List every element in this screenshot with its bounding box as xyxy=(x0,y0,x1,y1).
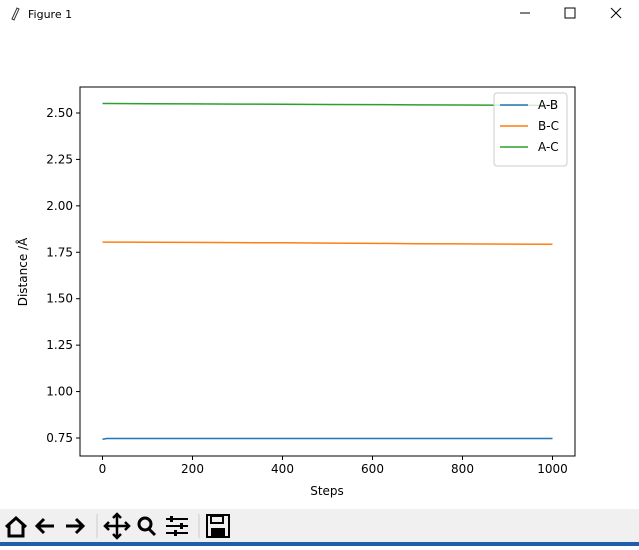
zoom-button[interactable] xyxy=(137,516,157,537)
configure-button[interactable] xyxy=(166,516,188,536)
x-tick-label: 400 xyxy=(271,462,294,476)
forward-button[interactable] xyxy=(66,517,86,535)
x-axis-label: Steps xyxy=(310,484,344,498)
y-tick-label: 2.50 xyxy=(46,106,73,120)
app-icon xyxy=(11,7,20,21)
window-title: Figure 1 xyxy=(28,8,72,21)
y-axis-label: Distance /Å xyxy=(15,237,30,306)
y-tick-label: 2.00 xyxy=(46,199,73,213)
y-tick-label: 1.25 xyxy=(46,338,73,352)
x-tick-label: 1000 xyxy=(537,462,568,476)
plot-area xyxy=(79,86,576,457)
legend-label: A-B xyxy=(538,98,558,112)
save-button[interactable] xyxy=(206,514,230,538)
series-line xyxy=(102,102,553,107)
x-tick-label: 200 xyxy=(181,462,204,476)
title-bar xyxy=(0,0,639,28)
y-tick-label: 2.25 xyxy=(46,152,73,166)
legend-label: B-C xyxy=(538,119,559,133)
toolbar xyxy=(0,509,639,542)
series-line xyxy=(102,437,553,441)
y-tick-label: 1.50 xyxy=(46,292,73,306)
back-button[interactable] xyxy=(34,517,54,535)
y-tick-label: 1.75 xyxy=(46,245,73,259)
maximize-button[interactable] xyxy=(564,7,576,19)
home-button[interactable] xyxy=(4,515,28,538)
legend-label: A-C xyxy=(538,140,559,154)
series-line xyxy=(102,241,553,246)
y-tick-label: 0.75 xyxy=(46,431,73,445)
pan-button[interactable] xyxy=(103,512,131,540)
y-tick-label: 1.00 xyxy=(46,385,73,399)
taskbar-edge xyxy=(0,542,639,546)
x-tick-label: 600 xyxy=(361,462,384,476)
close-button[interactable] xyxy=(610,7,622,19)
x-tick-label: 0 xyxy=(99,462,107,476)
x-tick-label: 800 xyxy=(451,462,474,476)
